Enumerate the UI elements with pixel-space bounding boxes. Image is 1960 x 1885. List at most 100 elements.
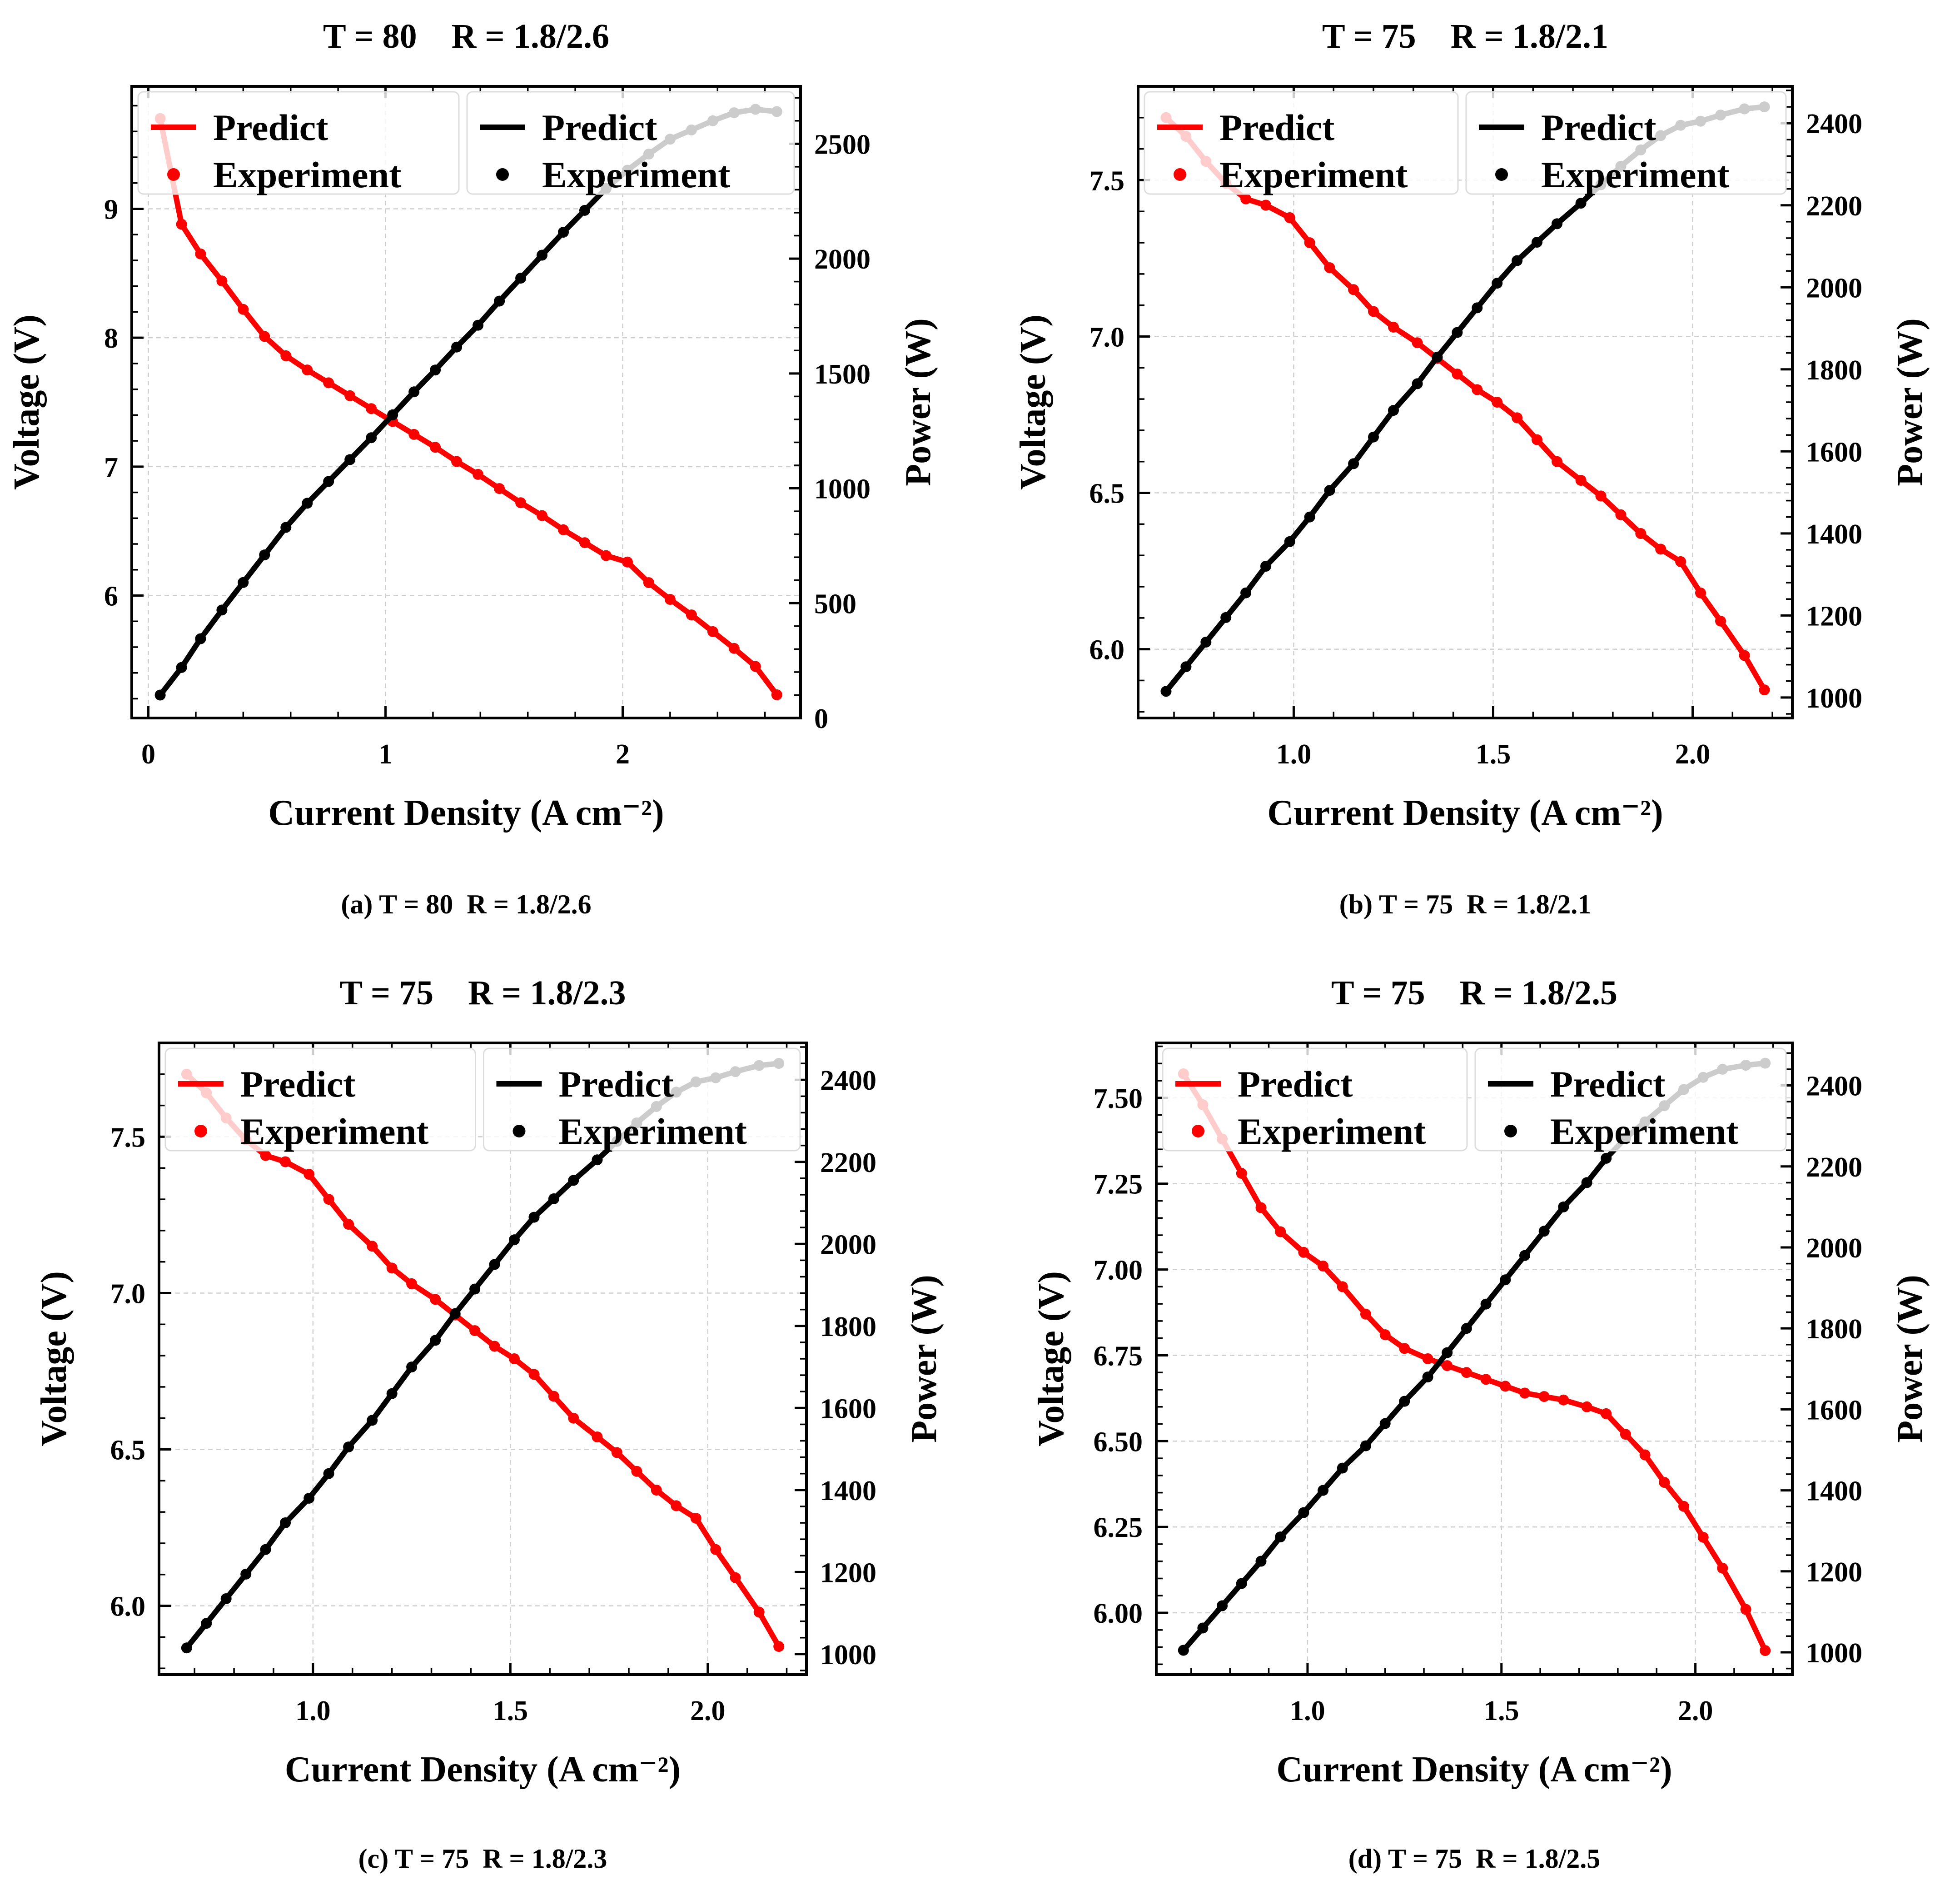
power-experiment-point: [1452, 327, 1463, 338]
y-left-tick-label: 7.50: [1094, 1083, 1143, 1114]
voltage-experiment-point: [1442, 1360, 1453, 1371]
y-right-tick-label: 1800: [1806, 355, 1862, 386]
voltage-experiment-point: [707, 626, 718, 637]
x-axis-label: Current Density (A cm⁻²): [1267, 793, 1663, 833]
legend-legend_left: Predict Experiment: [164, 1047, 476, 1152]
voltage-experiment-point: [1348, 284, 1359, 295]
power-experiment-point: [1236, 1578, 1247, 1589]
voltage-experiment-point: [1304, 237, 1315, 249]
y-right-tick-label: 1000: [820, 1640, 876, 1671]
power-experiment-point: [154, 689, 166, 701]
voltage-experiment-point: [1260, 199, 1271, 211]
y-left-axis-label: Voltage (V): [1013, 314, 1053, 490]
power-experiment-point: [1538, 1226, 1550, 1237]
power-experiment-point: [1360, 1440, 1371, 1451]
power-experiment-point: [1575, 198, 1587, 209]
power-experiment-point: [1492, 278, 1503, 289]
legend-marker-swatch: [1504, 1125, 1517, 1137]
power-experiment-point: [387, 409, 398, 420]
panel-title: T = 75 R = 1.8/2.5: [1331, 974, 1617, 1012]
power-experiment-point: [579, 204, 590, 216]
voltage-experiment-point: [302, 364, 313, 376]
voltage-experiment-point: [1298, 1247, 1309, 1258]
power-experiment-point: [489, 1259, 500, 1270]
y-left-axis-label: Voltage (V): [1031, 1271, 1071, 1446]
power-experiment-point: [1304, 511, 1315, 523]
power-experiment-point: [260, 1544, 271, 1555]
voltage-experiment-point: [195, 248, 206, 259]
y-right-axis-label: Power (W): [904, 1275, 944, 1443]
y-left-tick-label: 6.0: [1089, 635, 1125, 666]
panel-b: T = 75 R = 1.8/2.1 1.0 1.5 2.0 6.0 6.5 7.0 7.5 1…: [1013, 17, 1930, 919]
voltage-experiment-point: [323, 1194, 334, 1205]
power-experiment-point: [1298, 1507, 1309, 1518]
power-experiment-point: [1422, 1371, 1433, 1383]
x-tick-label: 2.0: [1675, 739, 1711, 770]
voltage-experiment-point: [1324, 262, 1335, 274]
panel-d: T = 75 R = 1.8/2.5 1.0 1.5 2.0 6.00 6.25 6.50 6…: [1031, 974, 1930, 1874]
voltage-experiment-point: [1558, 1394, 1569, 1406]
power-experiment-point: [259, 549, 270, 561]
legend-marker-swatch: [194, 1125, 207, 1137]
voltage-experiment-point: [469, 1325, 481, 1336]
voltage-experiment-point: [406, 1278, 418, 1289]
y-left-tick-label: 6.5: [110, 1435, 146, 1466]
voltage-experiment-point: [728, 643, 740, 654]
voltage-experiment-point: [750, 661, 761, 672]
legend-marker-swatch: [496, 168, 509, 181]
voltage-experiment-point: [631, 1466, 642, 1477]
y-right-tick-label: 1200: [1806, 1557, 1862, 1588]
voltage-experiment-point: [1492, 397, 1503, 408]
legend-frame: [1465, 91, 1787, 195]
power-experiment-point: [548, 1193, 559, 1204]
power-experiment-point: [1200, 637, 1212, 648]
voltage-experiment-point: [515, 497, 527, 509]
power-experiment-point: [558, 227, 569, 238]
y-left-tick-label: 7.0: [110, 1278, 146, 1309]
voltage-experiment-point: [1760, 1645, 1771, 1656]
y-left-tick-label: 7.0: [1089, 322, 1125, 353]
y-left-tick-label: 7.5: [110, 1122, 146, 1153]
power-experiment-point: [1180, 661, 1192, 673]
voltage-experiment-point: [568, 1412, 579, 1424]
y-left-tick-label: 7: [104, 452, 118, 483]
power-experiment-point: [1472, 302, 1483, 314]
y-left-tick-label: 9: [104, 194, 118, 225]
panel-c: T = 75 R = 1.8/2.3 1.0 1.5 2.0 6.0 6.5 7.0 7.5 1…: [34, 974, 944, 1874]
legend-label-experiment: Experiment: [1541, 154, 1729, 195]
voltage-experiment-point: [601, 550, 612, 561]
voltage-experiment-point: [1659, 1477, 1670, 1488]
voltage-experiment-point: [651, 1485, 662, 1496]
voltage-experiment-point: [686, 609, 697, 621]
x-tick-label: 1.5: [1476, 739, 1511, 770]
legend-legend_right: Predict Experiment: [466, 91, 795, 195]
y-left-tick-label: 6.25: [1094, 1512, 1143, 1543]
legend-marker-swatch: [512, 1125, 526, 1137]
y-right-tick-label: 500: [814, 588, 856, 619]
legend-legend_left: Predict Experiment: [1162, 1047, 1468, 1152]
voltage-experiment-point: [558, 524, 569, 535]
power-experiment-point: [509, 1234, 520, 1246]
y-left-tick-label: 7.00: [1094, 1255, 1143, 1286]
power-experiment-point: [280, 522, 292, 533]
y-right-tick-label: 1600: [1806, 437, 1862, 468]
power-experiment-point: [430, 1335, 441, 1346]
y-right-tick-label: 2500: [814, 129, 871, 160]
plot-frame: [130, 85, 802, 719]
power-experiment-point: [1275, 1531, 1286, 1543]
voltage-experiment-point: [1519, 1387, 1530, 1399]
legend-label-predict: Predict: [1219, 107, 1335, 148]
power-experiment-point: [216, 604, 228, 616]
panel-caption: (b) T = 75 R = 1.8/2.1: [1339, 889, 1592, 919]
y-right-tick-label: 2400: [1806, 1071, 1862, 1102]
voltage-experiment-point: [1615, 509, 1627, 520]
y-right-tick-label: 2200: [1806, 191, 1862, 222]
power-experiment-point: [386, 1388, 398, 1399]
x-axis-label: Current Density (A cm⁻²): [1276, 1750, 1672, 1790]
panel-caption: (c) T = 75 R = 1.8/2.3: [358, 1844, 607, 1874]
voltage-experiment-point: [176, 219, 187, 230]
power-experiment-point: [469, 1283, 481, 1295]
power-experiment-point: [323, 1468, 334, 1479]
power-experiment-point: [1220, 612, 1232, 623]
power-experiment-point: [195, 633, 206, 644]
